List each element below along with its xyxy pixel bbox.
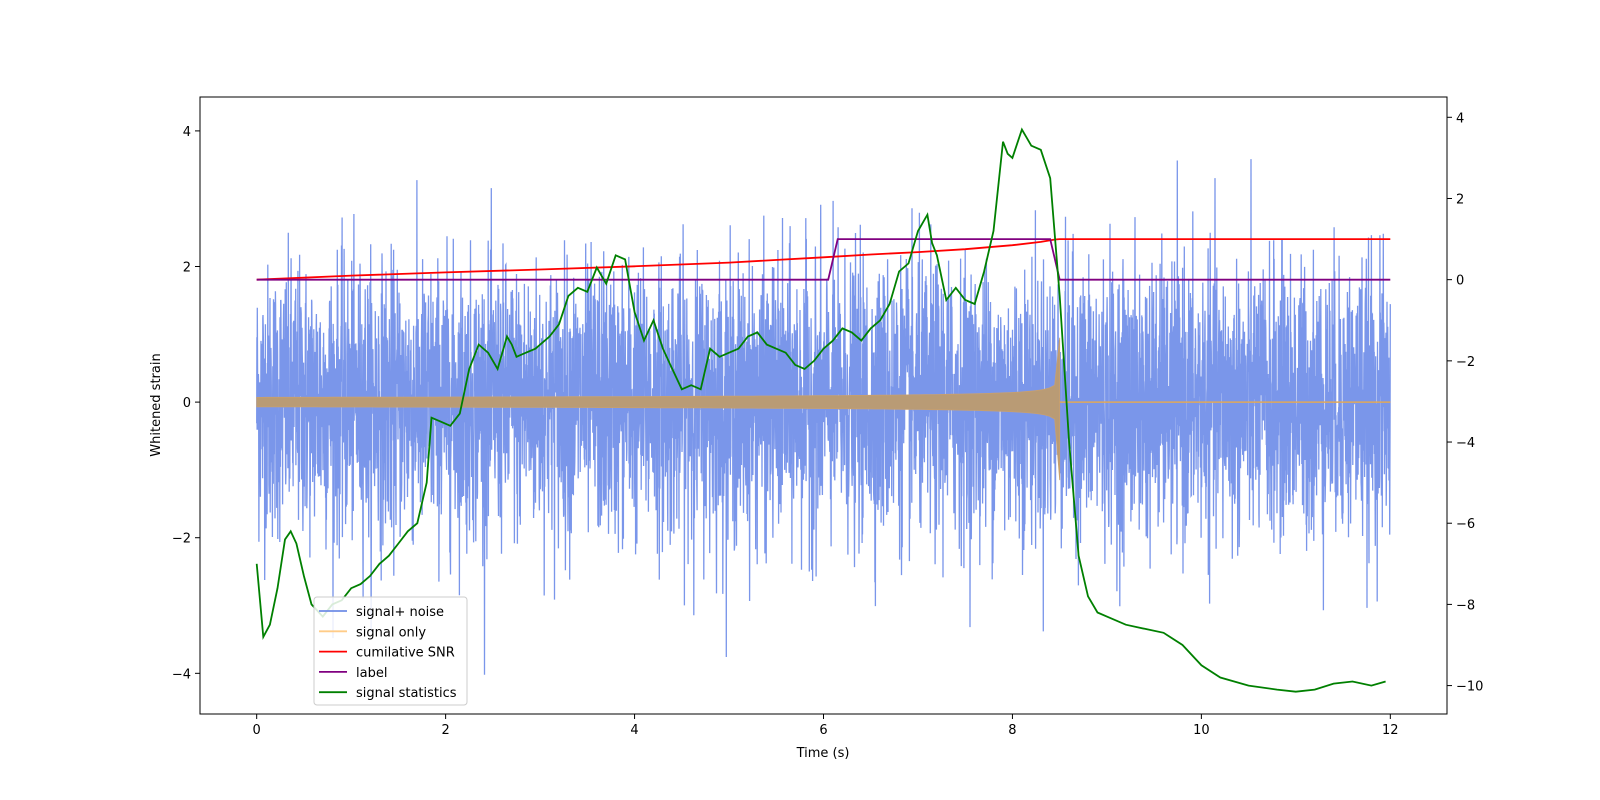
x-tick-label: 10: [1193, 723, 1210, 738]
x-axis: 0 2 4 6 8 10 12: [253, 714, 1399, 738]
x-tick-label: 12: [1382, 723, 1399, 738]
x-tick-label: 4: [630, 723, 638, 738]
y2-tick-label: −4: [1456, 436, 1475, 451]
legend-label: signal+ noise: [356, 605, 444, 620]
y2-tick-label: −10: [1456, 680, 1483, 695]
legend: signal+ noise signal only cumilative SNR la…: [313, 596, 468, 706]
y2-tick-label: 4: [1456, 111, 1464, 126]
y2-tick-label: 2: [1456, 192, 1464, 207]
plot-area: [255, 127, 1391, 693]
y-tick-label: −4: [172, 667, 191, 682]
x-axis-label: Time (s): [796, 746, 850, 761]
legend-label: cumilative SNR: [356, 646, 455, 661]
legend-label: label: [356, 666, 387, 681]
series-signal-noise: [256, 159, 1391, 675]
y-axis-left: −4 −2 0 2 4: [172, 125, 200, 682]
legend-label: signal only: [356, 625, 426, 640]
x-tick-label: 2: [441, 723, 449, 738]
line-series-group: [255, 127, 1391, 693]
signal-noise-line: [256, 159, 1391, 675]
signal-only-chirp: [256, 337, 1061, 481]
x-tick-label: 8: [1008, 723, 1016, 738]
x-tick-label: 0: [253, 723, 261, 738]
legend-box: [313, 596, 468, 706]
y2-tick-label: −8: [1456, 598, 1475, 613]
cumulative-snr-line: [256, 238, 1391, 281]
y-tick-label: −2: [172, 532, 191, 547]
label-line: [256, 238, 1391, 281]
y2-tick-label: −6: [1456, 517, 1475, 532]
signal-statistics-line: [255, 127, 1386, 693]
y2-tick-label: 0: [1456, 274, 1464, 289]
y-tick-label: 0: [183, 396, 191, 411]
series-signal-only: [256, 337, 1391, 481]
legend-label: signal statistics: [356, 686, 457, 701]
y2-tick-label: −2: [1456, 355, 1475, 370]
y-tick-label: 2: [183, 261, 191, 276]
y-tick-label: 4: [183, 125, 191, 140]
y-axis-right: −10 −8 −6 −4 −2 0 2 4: [1447, 111, 1483, 695]
y-axis-label: Whitened strain: [149, 353, 164, 456]
x-tick-label: 6: [819, 723, 827, 738]
